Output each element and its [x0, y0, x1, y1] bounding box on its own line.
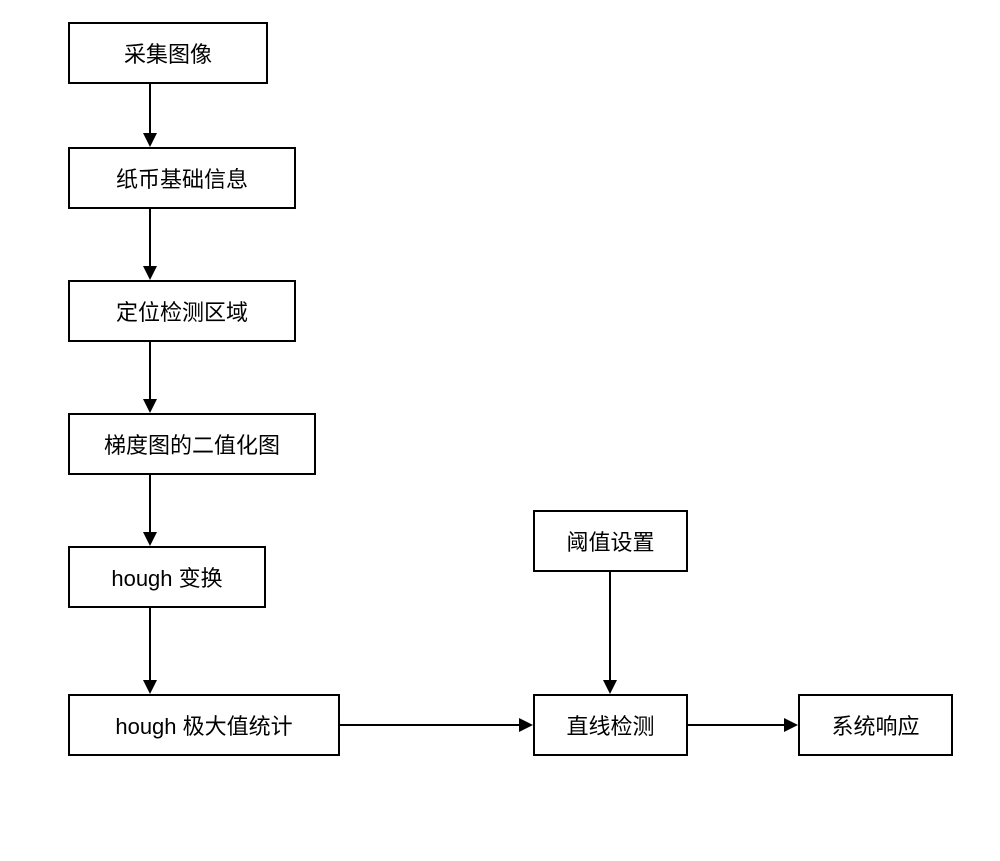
edge-n7-n8-head	[603, 680, 617, 694]
node-label: hough 变换	[111, 561, 222, 593]
edge-n6-n8-head	[519, 718, 533, 732]
node-hough-maxima: hough 极大值统计	[68, 694, 340, 756]
edge-n4-n5	[149, 475, 151, 532]
node-locate-region: 定位检测区域	[68, 280, 296, 342]
edge-n5-n6	[149, 608, 151, 680]
node-banknote-info: 纸币基础信息	[68, 147, 296, 209]
node-system-response: 系统响应	[798, 694, 953, 756]
node-label: 系统响应	[831, 709, 919, 741]
node-label: 纸币基础信息	[116, 162, 248, 194]
node-label: hough 极大值统计	[115, 709, 292, 741]
node-hough-transform: hough 变换	[68, 546, 266, 608]
node-capture-image: 采集图像	[68, 22, 268, 84]
node-gradient-binarize: 梯度图的二值化图	[68, 413, 316, 475]
edge-n5-n6-head	[143, 680, 157, 694]
node-label: 采集图像	[124, 37, 212, 69]
flowchart-canvas: 采集图像 纸币基础信息 定位检测区域 梯度图的二值化图 hough 变换 hou…	[0, 0, 1000, 861]
edge-n3-n4	[149, 342, 151, 399]
node-label: 阈值设置	[566, 525, 654, 557]
edge-n8-n9	[688, 724, 784, 726]
edge-n1-n2	[149, 84, 151, 133]
node-label: 直线检测	[566, 709, 654, 741]
edge-n3-n4-head	[143, 399, 157, 413]
edge-n2-n3	[149, 209, 151, 266]
node-threshold: 阈值设置	[533, 510, 688, 572]
node-label: 梯度图的二值化图	[104, 428, 280, 460]
edge-n2-n3-head	[143, 266, 157, 280]
node-line-detect: 直线检测	[533, 694, 688, 756]
edge-n8-n9-head	[784, 718, 798, 732]
node-label: 定位检测区域	[116, 295, 248, 327]
edge-n6-n8	[340, 724, 519, 726]
edge-n4-n5-head	[143, 532, 157, 546]
edge-n1-n2-head	[143, 133, 157, 147]
edge-n7-n8	[609, 572, 611, 680]
